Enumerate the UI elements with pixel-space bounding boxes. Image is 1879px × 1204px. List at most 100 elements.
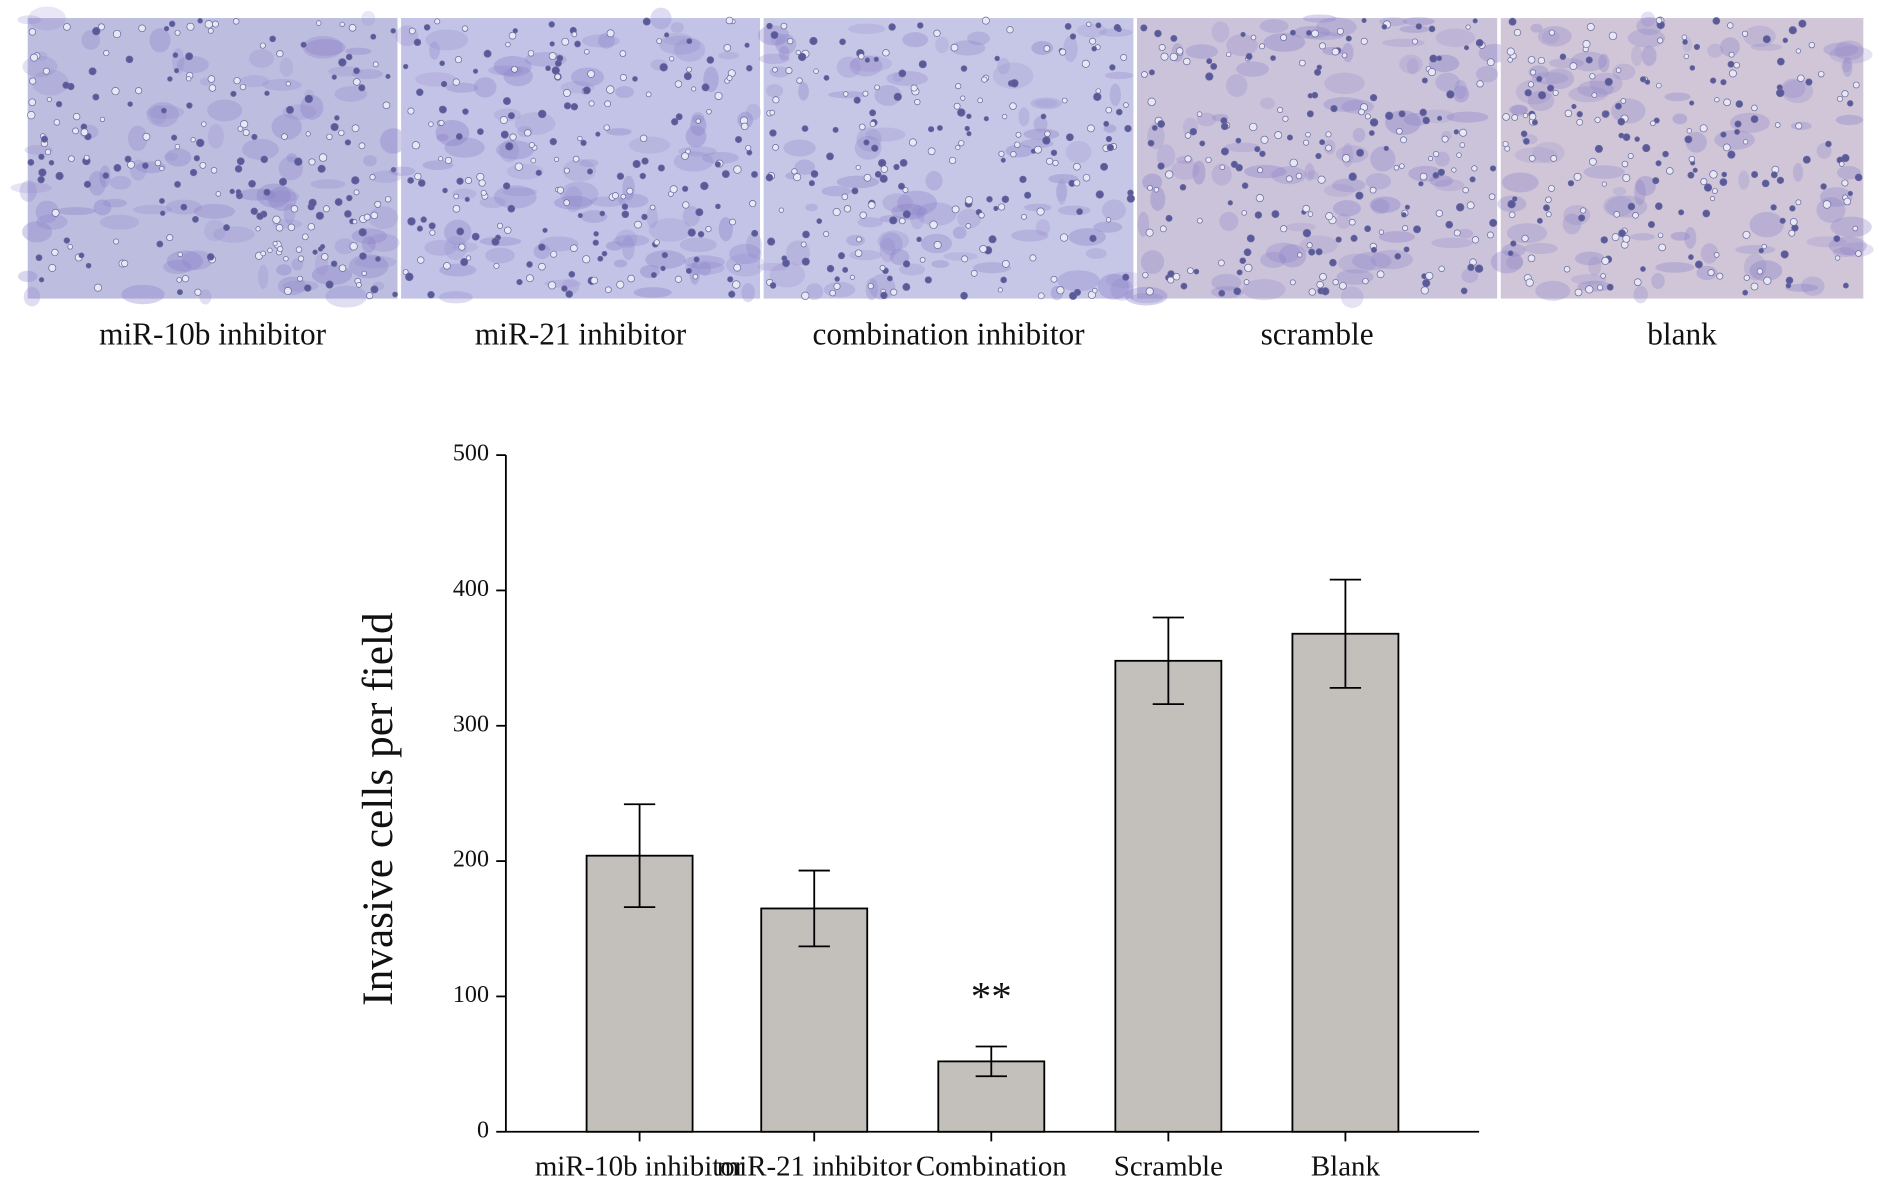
stained-area xyxy=(1535,280,1571,301)
cell xyxy=(1001,195,1010,204)
cell xyxy=(843,205,852,213)
cell xyxy=(584,49,590,55)
cell xyxy=(902,187,909,194)
cell xyxy=(297,255,305,262)
cell xyxy=(1303,139,1310,146)
y-tick-label: 200 xyxy=(453,847,489,873)
cell xyxy=(849,274,855,280)
cell xyxy=(514,162,523,171)
cell xyxy=(317,164,326,173)
cell xyxy=(215,191,222,197)
cell xyxy=(918,60,927,69)
cell xyxy=(1445,220,1454,229)
stained-area xyxy=(925,170,943,191)
cell xyxy=(1240,31,1246,38)
cell xyxy=(103,49,110,57)
cell xyxy=(240,120,249,129)
cell xyxy=(138,24,146,33)
stained-area xyxy=(935,36,949,54)
cell xyxy=(927,126,935,133)
cell xyxy=(561,37,570,46)
cell xyxy=(283,286,292,295)
annotation: ** xyxy=(971,974,1012,1019)
cell xyxy=(1728,69,1737,78)
stained-area xyxy=(1457,228,1474,239)
cell xyxy=(1758,247,1764,254)
stained-area xyxy=(493,185,537,209)
stained-area xyxy=(213,226,255,243)
cell xyxy=(1341,52,1348,59)
cell xyxy=(1460,287,1468,295)
cell xyxy=(1727,60,1735,68)
cell xyxy=(634,220,642,229)
cell xyxy=(458,243,466,251)
cell xyxy=(1603,110,1610,117)
cell xyxy=(871,144,879,152)
cell xyxy=(1578,214,1586,222)
stained-area xyxy=(874,85,902,106)
cell xyxy=(1642,144,1651,153)
cell xyxy=(1010,151,1017,158)
cell xyxy=(372,61,379,68)
cell xyxy=(51,248,59,257)
stained-area xyxy=(1340,286,1364,308)
cell xyxy=(1615,67,1622,73)
cell xyxy=(351,124,360,133)
cell xyxy=(260,155,269,164)
cell xyxy=(1776,176,1785,184)
stained-area xyxy=(849,55,893,72)
cell xyxy=(358,228,367,237)
cell xyxy=(1220,147,1229,156)
cell xyxy=(1528,155,1536,162)
stained-area xyxy=(1842,56,1853,78)
cell xyxy=(816,218,823,224)
cell xyxy=(1148,69,1155,76)
cell xyxy=(390,166,397,173)
cell xyxy=(744,42,750,48)
cell xyxy=(295,246,303,253)
cell xyxy=(464,196,470,202)
cell xyxy=(1750,115,1759,123)
cell xyxy=(1369,94,1378,102)
cell xyxy=(1425,271,1434,280)
cell xyxy=(1254,211,1263,219)
cell xyxy=(549,41,555,47)
cell xyxy=(55,100,63,108)
cell xyxy=(1307,93,1313,99)
cell xyxy=(1463,45,1470,51)
stained-area xyxy=(615,86,634,99)
cell xyxy=(751,229,759,237)
cell xyxy=(1332,278,1339,286)
cell xyxy=(563,199,570,206)
cell xyxy=(1785,276,1794,285)
cell xyxy=(1601,181,1607,187)
stained-area xyxy=(1532,141,1565,164)
cell xyxy=(1763,276,1772,285)
stained-area xyxy=(363,155,377,167)
stained-area xyxy=(943,252,978,261)
stained-area xyxy=(36,214,68,230)
cell xyxy=(476,172,485,181)
cell xyxy=(1418,181,1424,187)
stained-area xyxy=(1271,166,1307,185)
cell xyxy=(1364,113,1371,120)
cell xyxy=(548,52,557,60)
cell xyxy=(159,210,166,216)
cell xyxy=(97,23,105,31)
cell xyxy=(1235,137,1242,144)
cell xyxy=(574,40,581,48)
cell xyxy=(502,182,511,190)
cell xyxy=(27,111,36,120)
cell xyxy=(565,290,574,298)
stained-area xyxy=(879,232,903,256)
cell xyxy=(1019,175,1027,184)
cell xyxy=(339,21,345,28)
stained-area xyxy=(805,283,824,301)
stained-area xyxy=(849,249,882,261)
cell xyxy=(1789,218,1798,226)
stained-area xyxy=(239,75,270,88)
cell xyxy=(456,177,464,185)
cell xyxy=(1314,68,1322,76)
stained-area xyxy=(1109,83,1121,107)
stained-area xyxy=(1446,111,1489,123)
